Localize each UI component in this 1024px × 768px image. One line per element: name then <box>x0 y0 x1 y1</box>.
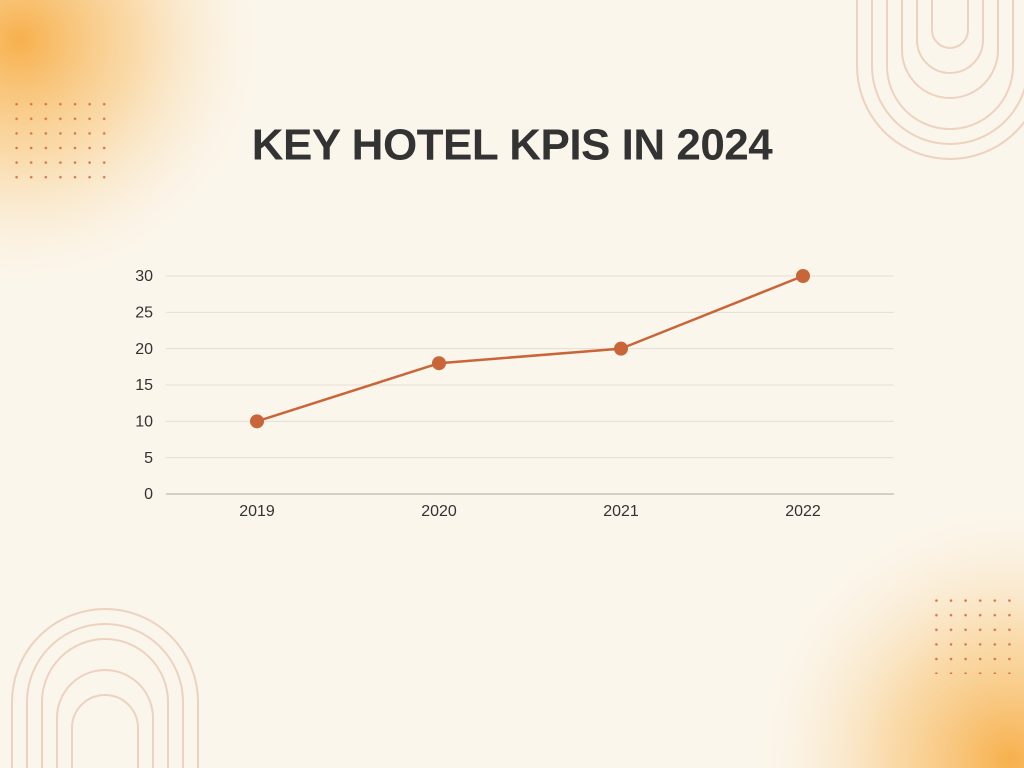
chart-title: KEY HOTEL KPIS IN 2024 <box>252 121 773 170</box>
y-tick-label: 5 <box>144 450 153 467</box>
point <box>796 269 810 283</box>
decor-arches <box>11 0 1024 768</box>
point <box>250 414 264 429</box>
x-tick-label: 2020 <box>421 503 457 520</box>
y-tick-label: 25 <box>135 305 153 322</box>
y-tick-label: 0 <box>144 486 153 503</box>
y-tick-label: 20 <box>135 341 153 358</box>
line <box>256 274 804 423</box>
y-tick-label: 15 <box>135 377 153 394</box>
point <box>432 356 446 371</box>
x-tick-label: 2019 <box>239 503 275 520</box>
point <box>614 341 628 356</box>
y-tick-label: 10 <box>135 414 153 431</box>
x-tick-label: 2021 <box>603 503 639 520</box>
y-tick-label: 30 <box>135 268 153 285</box>
decor-dots <box>932 592 1020 674</box>
decor-dots <box>9 98 109 180</box>
x-tick-label: 2022 <box>785 503 821 520</box>
